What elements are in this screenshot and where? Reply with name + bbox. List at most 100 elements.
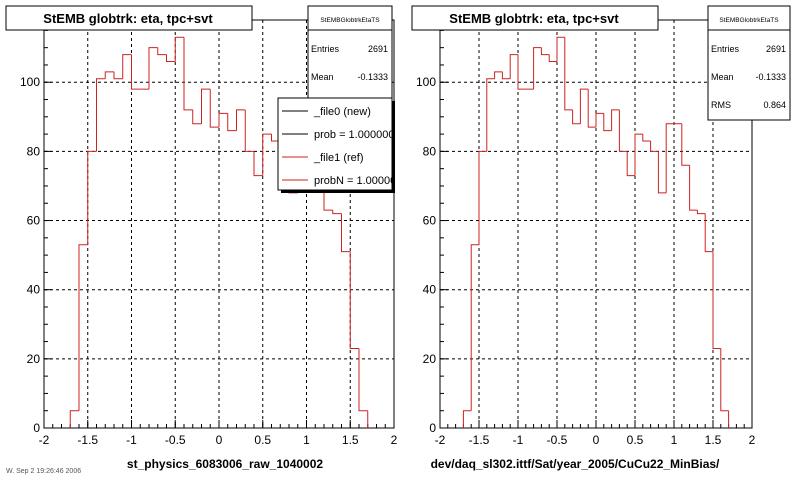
- stats-rms-value: 0.864: [763, 100, 786, 110]
- x-tick-label: -1.5: [469, 433, 490, 447]
- y-tick-label: 100: [20, 75, 40, 89]
- x-tick-label: -0.5: [547, 433, 568, 447]
- x-tick-label: 0: [593, 433, 600, 447]
- histogram-bin: [556, 36, 565, 62]
- histogram-bin: [540, 47, 550, 56]
- histogram-bin: [201, 88, 211, 124]
- histogram-bin: [87, 150, 97, 245]
- histogram-bin: [253, 151, 263, 177]
- x-tick-label: 0: [216, 433, 223, 447]
- legend-label: _file0 (new): [313, 106, 371, 118]
- histogram-bin: [157, 47, 167, 56]
- histogram-bin: [548, 54, 557, 62]
- histogram-bin: [611, 109, 620, 131]
- histogram-bin: [595, 112, 604, 128]
- histogram-bin: [166, 54, 176, 62]
- histogram-bin: [704, 213, 713, 253]
- histogram-bin: [218, 112, 228, 128]
- histogram-bin: [517, 54, 526, 90]
- footer-timestamp: W. Sep 2 19:26:46 2006: [6, 468, 82, 475]
- x-axis-label: dev/daq_sl302.ittf/Sat/year_2005/CuCu22_…: [431, 457, 720, 471]
- title-box: [411, 5, 659, 31]
- histogram-bin: [244, 109, 254, 152]
- histogram-bin: [174, 36, 184, 62]
- histogram-bin: [104, 71, 114, 79]
- stats-name: StEMBGlobtrkEtaTS: [320, 17, 380, 24]
- y-tick-label: 80: [423, 144, 437, 158]
- stats-rms-label: RMS: [711, 100, 731, 110]
- histogram-bin: [486, 78, 495, 152]
- y-tick-label: 40: [423, 283, 437, 297]
- histogram-bin: [358, 348, 368, 412]
- chart-title: StEMB globtrk: eta, tpc+svt: [43, 11, 213, 26]
- histogram-bin: [634, 133, 643, 176]
- histogram-series: [462, 36, 730, 428]
- title-box: [5, 5, 253, 31]
- histogram-bin: [183, 37, 193, 111]
- histogram-bin: [579, 88, 589, 124]
- y-tick-label: 0: [429, 421, 436, 435]
- histogram-bin: [533, 47, 542, 90]
- x-tick-label: -0.5: [165, 433, 186, 447]
- stats-entries-value: 2691: [368, 44, 388, 54]
- histogram-bin: [148, 47, 158, 90]
- x-axis-label: st_physics_6083006_raw_1040002: [127, 457, 323, 471]
- histogram-bin: [603, 113, 612, 132]
- stats-box: [707, 5, 791, 121]
- legend: _file0 (new) prob = 1.000000 _file1 (ref) p…: [277, 97, 402, 193]
- histogram-bin: [69, 410, 79, 428]
- legend-label: _file1 (ref): [313, 152, 364, 164]
- x-tick-label: -1: [126, 433, 137, 447]
- histogram-bin: [689, 165, 698, 211]
- histogram-bin: [696, 210, 706, 215]
- legend-label: prob = 1.000000: [314, 129, 394, 141]
- x-tick-label: 1: [303, 433, 310, 447]
- histogram-bin: [131, 54, 141, 90]
- y-tick-label: 60: [27, 214, 41, 228]
- legend-label: probN = 1.000000: [314, 175, 402, 187]
- stats-entries-label: Entries: [711, 44, 740, 54]
- histogram-bin: [494, 71, 503, 79]
- histogram-bin: [349, 251, 359, 349]
- histogram-bin: [478, 150, 487, 245]
- histogram-bin: [626, 151, 635, 177]
- x-tick-label: 1.5: [342, 433, 359, 447]
- histogram-bin: [509, 54, 518, 79]
- legend-box: [277, 97, 393, 191]
- histogram-bin: [462, 410, 472, 428]
- histogram-bin: [564, 37, 573, 111]
- stats-box: [307, 5, 393, 101]
- y-tick-label: 80: [27, 144, 41, 158]
- histogram-bin: [262, 133, 272, 176]
- stats-mean-value: -0.1333: [755, 72, 786, 82]
- histogram-bin: [712, 251, 721, 349]
- histogram-bin: [470, 244, 479, 411]
- histogram-bin: [271, 134, 281, 142]
- histogram-bin: [341, 213, 351, 253]
- y-tick-label: 20: [423, 352, 437, 366]
- x-tick-label: -2: [39, 433, 50, 447]
- stats-entries-label: Entries: [311, 44, 340, 54]
- y-tick-label: 40: [27, 283, 41, 297]
- x-tick-label: -1.5: [77, 433, 98, 447]
- stats-name: StEMBGlobtrkEtaTS: [719, 17, 779, 24]
- histogram-bin: [650, 141, 659, 152]
- x-tick-label: 2: [391, 433, 398, 447]
- histogram-bin: [78, 244, 88, 411]
- y-tick-label: 60: [423, 214, 437, 228]
- histogram-bin: [665, 123, 674, 193]
- x-tick-label: 1.5: [705, 433, 722, 447]
- x-tick-label: 1: [671, 433, 678, 447]
- histogram-bin: [681, 123, 690, 166]
- y-tick-label: 0: [33, 421, 40, 435]
- histogram-bin: [572, 109, 581, 125]
- histogram-bin: [501, 71, 511, 80]
- histogram-bin: [122, 54, 132, 79]
- histogram-bin: [332, 210, 342, 215]
- histogram-bin: [209, 89, 219, 128]
- histogram-bin: [657, 151, 667, 194]
- x-tick-label: 0.5: [627, 433, 644, 447]
